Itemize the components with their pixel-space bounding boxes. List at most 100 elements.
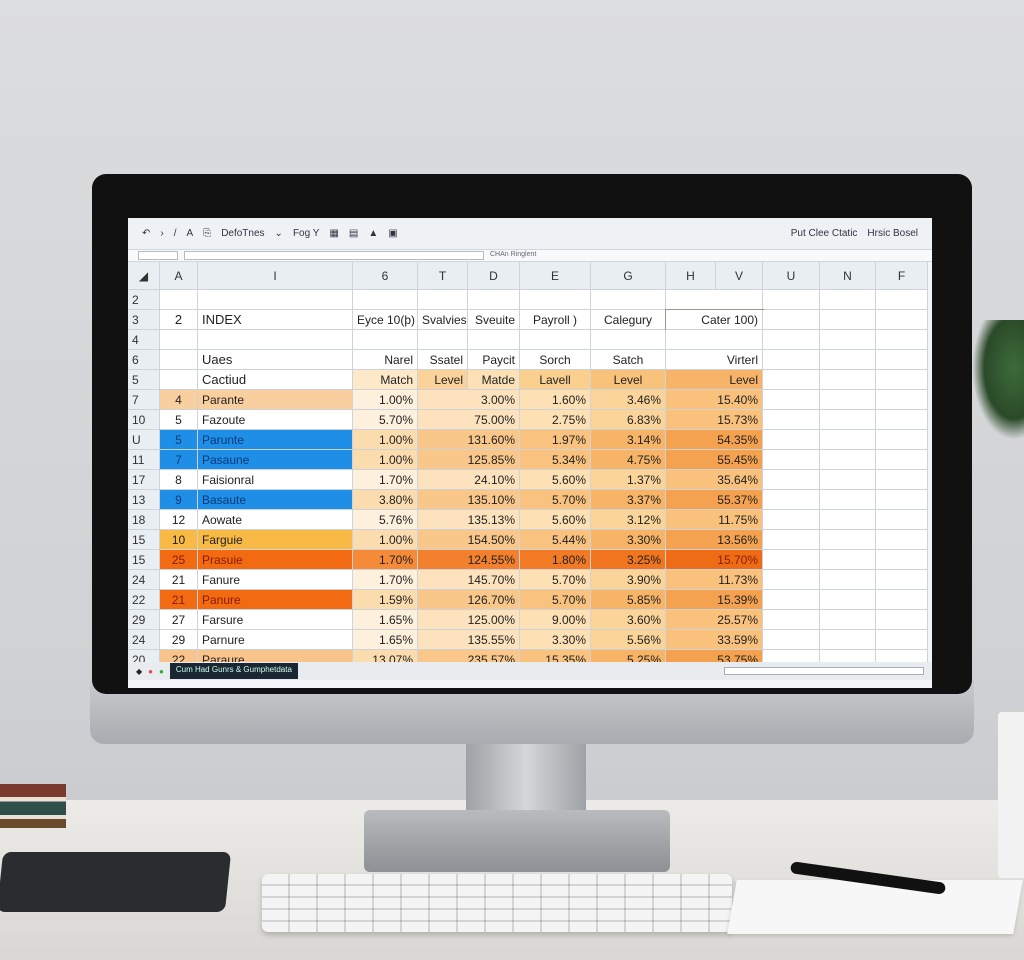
- cell[interactable]: [353, 290, 418, 310]
- cell[interactable]: 6.83%: [591, 410, 666, 430]
- cell[interactable]: Paycit: [468, 350, 520, 370]
- cell[interactable]: 35.64%: [666, 470, 763, 490]
- undo-icon[interactable]: ↶: [142, 228, 151, 239]
- cell[interactable]: [763, 390, 820, 410]
- cell[interactable]: Parunte: [198, 430, 353, 450]
- cell[interactable]: 3.90%: [591, 570, 666, 590]
- cell[interactable]: Payroll ): [520, 310, 591, 330]
- cell[interactable]: Parante: [198, 390, 353, 410]
- cell[interactable]: Panure: [198, 590, 353, 610]
- cell[interactable]: [520, 290, 591, 310]
- cell[interactable]: [820, 550, 876, 570]
- cell[interactable]: 1.00%: [353, 450, 418, 470]
- cell[interactable]: 5.60%: [520, 510, 591, 530]
- cell[interactable]: Cater 100): [665, 309, 764, 331]
- cell[interactable]: 3.80%: [353, 490, 418, 510]
- cell[interactable]: 1.00%: [353, 530, 418, 550]
- font-size-dropdown[interactable]: Fog Y: [292, 228, 320, 239]
- cell[interactable]: 15.73%: [666, 410, 763, 430]
- chevron-down-icon[interactable]: ⌄: [274, 228, 283, 239]
- cell[interactable]: [820, 610, 876, 630]
- row-number[interactable]: 2: [128, 290, 160, 310]
- row-number[interactable]: 10: [128, 410, 160, 430]
- column-header[interactable]: V: [716, 262, 763, 290]
- column-header[interactable]: F: [876, 262, 928, 290]
- row-number[interactable]: 15: [128, 530, 160, 550]
- column-header[interactable]: H: [666, 262, 716, 290]
- cell[interactable]: [763, 330, 820, 350]
- cell[interactable]: 9.00%: [520, 610, 591, 630]
- cell[interactable]: Lavell: [520, 370, 591, 390]
- cell[interactable]: 1.00%: [353, 430, 418, 450]
- cell[interactable]: 135.13%: [418, 510, 520, 530]
- cell[interactable]: [666, 290, 763, 310]
- cell[interactable]: Satch: [591, 350, 666, 370]
- cell[interactable]: [876, 630, 928, 650]
- cell[interactable]: 54.35%: [666, 430, 763, 450]
- cell[interactable]: [820, 630, 876, 650]
- column-header[interactable]: E: [520, 262, 591, 290]
- cell[interactable]: 3.14%: [591, 430, 666, 450]
- row-number[interactable]: 7: [128, 390, 160, 410]
- font-name-dropdown[interactable]: DefoTnes: [221, 228, 265, 239]
- font-color-icon[interactable]: A: [186, 228, 194, 239]
- right-label-2[interactable]: Hrsic Bosel: [867, 228, 918, 239]
- cell[interactable]: 1.70%: [353, 570, 418, 590]
- cell[interactable]: 3.25%: [591, 550, 666, 570]
- cell[interactable]: 11.73%: [666, 570, 763, 590]
- cell[interactable]: [763, 630, 820, 650]
- cell[interactable]: 135.55%: [418, 630, 520, 650]
- start-icon[interactable]: ◆: [136, 666, 143, 676]
- cell[interactable]: 5.60%: [520, 470, 591, 490]
- cell[interactable]: [763, 570, 820, 590]
- cell[interactable]: Farsure: [198, 610, 353, 630]
- cell[interactable]: 125.00%: [418, 610, 520, 630]
- cell[interactable]: Farguie: [198, 530, 353, 550]
- cell[interactable]: Svalvies: [418, 310, 468, 330]
- cell[interactable]: Fazoute: [198, 410, 353, 430]
- paste-icon[interactable]: ⎘: [203, 228, 212, 239]
- chart-icon[interactable]: ▲: [368, 228, 379, 239]
- cell[interactable]: 5.76%: [353, 510, 418, 530]
- cell[interactable]: [876, 590, 928, 610]
- cell[interactable]: Level: [591, 370, 666, 390]
- cell[interactable]: 12: [160, 510, 198, 530]
- cell[interactable]: Eyce 10(þ): [353, 310, 418, 330]
- column-header[interactable]: T: [418, 262, 468, 290]
- cell[interactable]: 124.55%: [418, 550, 520, 570]
- row-number[interactable]: 17: [128, 470, 160, 490]
- formula-input[interactable]: [184, 251, 484, 260]
- fill-icon[interactable]: ▤: [348, 228, 359, 239]
- cell[interactable]: [198, 330, 353, 350]
- cell[interactable]: Prasuie: [198, 550, 353, 570]
- cell[interactable]: 5.70%: [353, 410, 418, 430]
- cell[interactable]: [468, 330, 520, 350]
- cell[interactable]: 13.56%: [666, 530, 763, 550]
- cell[interactable]: 135.10%: [418, 490, 520, 510]
- cell[interactable]: Calegury: [591, 310, 666, 330]
- cell[interactable]: 29: [160, 630, 198, 650]
- cell[interactable]: 4: [160, 390, 198, 410]
- cell[interactable]: [876, 490, 928, 510]
- row-number[interactable]: 18: [128, 510, 160, 530]
- cell[interactable]: 25: [160, 550, 198, 570]
- column-header[interactable]: D: [468, 262, 520, 290]
- cell[interactable]: Fanure: [198, 570, 353, 590]
- cell[interactable]: 15.70%: [666, 550, 763, 570]
- cell[interactable]: 55.45%: [666, 450, 763, 470]
- cell[interactable]: [820, 310, 876, 330]
- cell[interactable]: [763, 310, 820, 330]
- cell[interactable]: 21: [160, 570, 198, 590]
- cell[interactable]: 1.70%: [353, 550, 418, 570]
- cell[interactable]: 27: [160, 610, 198, 630]
- cell[interactable]: [160, 290, 198, 310]
- cell[interactable]: [820, 530, 876, 550]
- cell[interactable]: [763, 490, 820, 510]
- cell[interactable]: 3.46%: [591, 390, 666, 410]
- cell[interactable]: [763, 590, 820, 610]
- cell[interactable]: [820, 390, 876, 410]
- cell[interactable]: [666, 330, 763, 350]
- cell[interactable]: 3.60%: [591, 610, 666, 630]
- cell[interactable]: 1.70%: [353, 470, 418, 490]
- name-box[interactable]: [138, 251, 178, 260]
